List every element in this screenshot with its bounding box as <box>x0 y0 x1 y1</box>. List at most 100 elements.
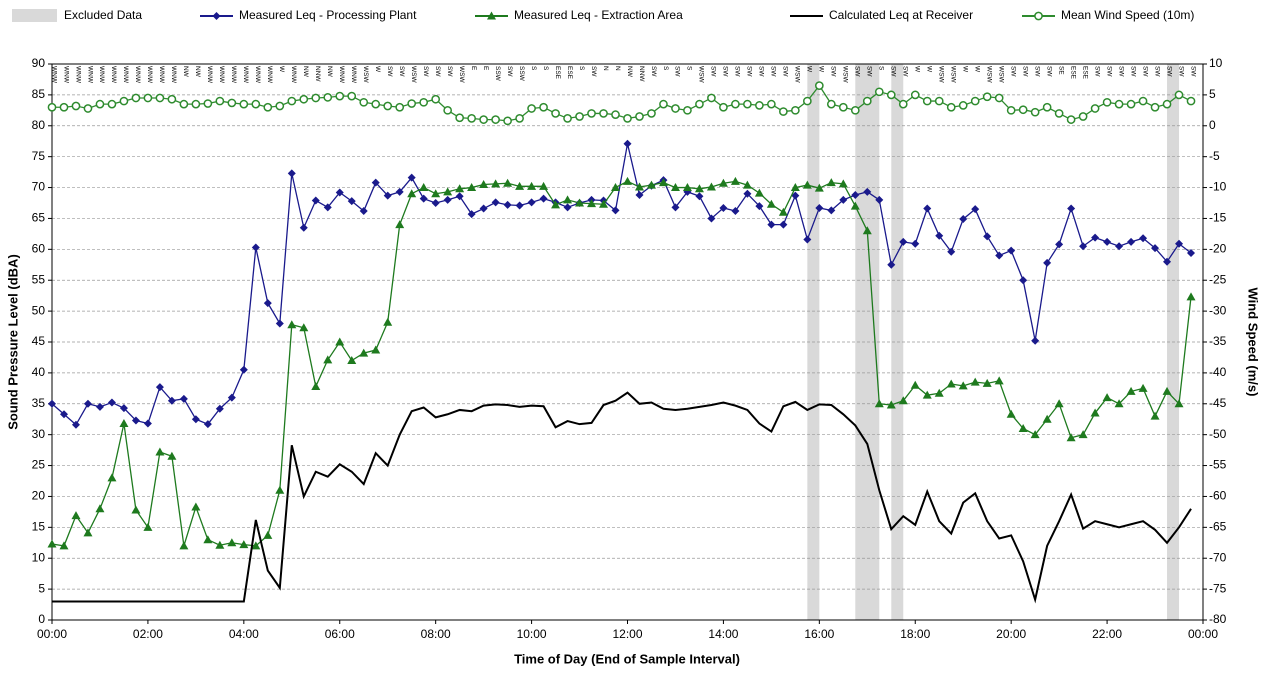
wind-direction: SW <box>1177 66 1184 77</box>
marker <box>71 101 81 111</box>
marker <box>503 116 512 126</box>
marker <box>874 399 884 408</box>
marker <box>263 299 272 308</box>
marker <box>1054 109 1064 118</box>
wind-direction: ESE <box>554 66 561 80</box>
y2-tick-label: -10 <box>1209 180 1227 194</box>
marker <box>119 404 128 413</box>
marker <box>743 99 752 109</box>
x-axis-title: Time of Day (End of Sample Interval) <box>514 651 740 666</box>
marker <box>383 317 393 326</box>
marker <box>683 105 692 115</box>
marker <box>167 451 177 460</box>
y2-tick-label: -60 <box>1209 489 1227 503</box>
wind-direction: W <box>806 66 813 73</box>
marker <box>443 187 453 196</box>
marker <box>1054 399 1064 408</box>
marker <box>742 180 752 189</box>
wind-direction: WNW <box>122 66 129 84</box>
wind-direction: S <box>542 66 549 71</box>
y-tick-label: 50 <box>32 303 46 317</box>
marker <box>658 178 668 187</box>
marker <box>467 114 476 123</box>
marker <box>1114 399 1124 408</box>
wind-direction: WSW <box>794 66 801 83</box>
marker <box>563 114 572 123</box>
marker <box>239 365 248 374</box>
x-tick-label: 04:00 <box>229 627 259 641</box>
y2-tick-label: -20 <box>1209 242 1227 256</box>
marker <box>371 178 380 187</box>
y-tick-label: 35 <box>32 396 46 410</box>
wind-direction: WSW <box>458 66 465 83</box>
marker <box>1115 242 1124 251</box>
y-tick-label: 90 <box>32 56 46 70</box>
marker <box>347 91 357 101</box>
wind-direction: ESE <box>566 66 573 80</box>
marker <box>227 538 237 547</box>
x-tick-label: 12:00 <box>612 627 642 641</box>
legend-label: Mean Wind Speed (10m) <box>1061 8 1194 22</box>
marker <box>455 113 464 123</box>
marker <box>1007 246 1016 255</box>
marker <box>587 199 597 208</box>
y-tick-label: 0 <box>38 612 45 626</box>
marker <box>1042 102 1052 112</box>
marker <box>767 99 776 109</box>
marker <box>203 420 212 429</box>
marker <box>815 203 824 212</box>
wind-direction: W <box>278 66 285 73</box>
marker <box>718 178 728 187</box>
marker <box>1163 257 1172 266</box>
wind-direction: ESE <box>1081 66 1088 80</box>
y2-tick-label: -45 <box>1209 396 1227 410</box>
marker <box>48 399 56 408</box>
marker <box>275 485 285 494</box>
marker <box>395 220 405 229</box>
y2-tick-label: -55 <box>1209 458 1227 472</box>
wind-direction: SW <box>1009 66 1016 77</box>
marker <box>431 189 441 198</box>
marker <box>1066 433 1076 442</box>
marker <box>958 381 968 390</box>
marker <box>922 96 932 106</box>
marker <box>730 176 740 185</box>
wind-direction: W <box>914 66 921 73</box>
marker <box>1150 102 1160 112</box>
marker <box>719 203 728 212</box>
marker <box>707 93 716 103</box>
y2-tick-label: -35 <box>1209 334 1227 348</box>
wind-direction: SW <box>1045 66 1052 77</box>
marker <box>1078 112 1088 121</box>
marker <box>1006 105 1016 115</box>
y2-tick-label: -80 <box>1209 612 1227 626</box>
marker <box>311 381 321 390</box>
legend-swatch <box>12 9 57 22</box>
wind-direction: SW <box>1021 66 1028 77</box>
y2-tick-label: -15 <box>1209 211 1227 225</box>
marker <box>212 12 221 20</box>
wind-direction: W <box>926 66 933 73</box>
marker <box>59 541 69 550</box>
marker <box>563 195 573 204</box>
marker <box>443 105 453 115</box>
marker <box>754 188 764 197</box>
marker <box>695 99 704 109</box>
marker <box>779 107 788 116</box>
marker <box>179 394 188 403</box>
x-tick-label: 00:00 <box>37 627 67 641</box>
marker <box>107 398 116 407</box>
wind-direction: SW <box>902 66 909 77</box>
marker <box>467 210 476 219</box>
marker <box>838 102 848 112</box>
marker <box>107 99 117 109</box>
marker <box>491 198 500 207</box>
wind-direction: WNW <box>350 66 357 84</box>
marker <box>1186 292 1196 301</box>
marker <box>1175 239 1184 248</box>
marker <box>527 104 536 113</box>
marker <box>587 109 596 118</box>
marker <box>802 180 812 189</box>
wind-direction: WNW <box>170 66 177 84</box>
